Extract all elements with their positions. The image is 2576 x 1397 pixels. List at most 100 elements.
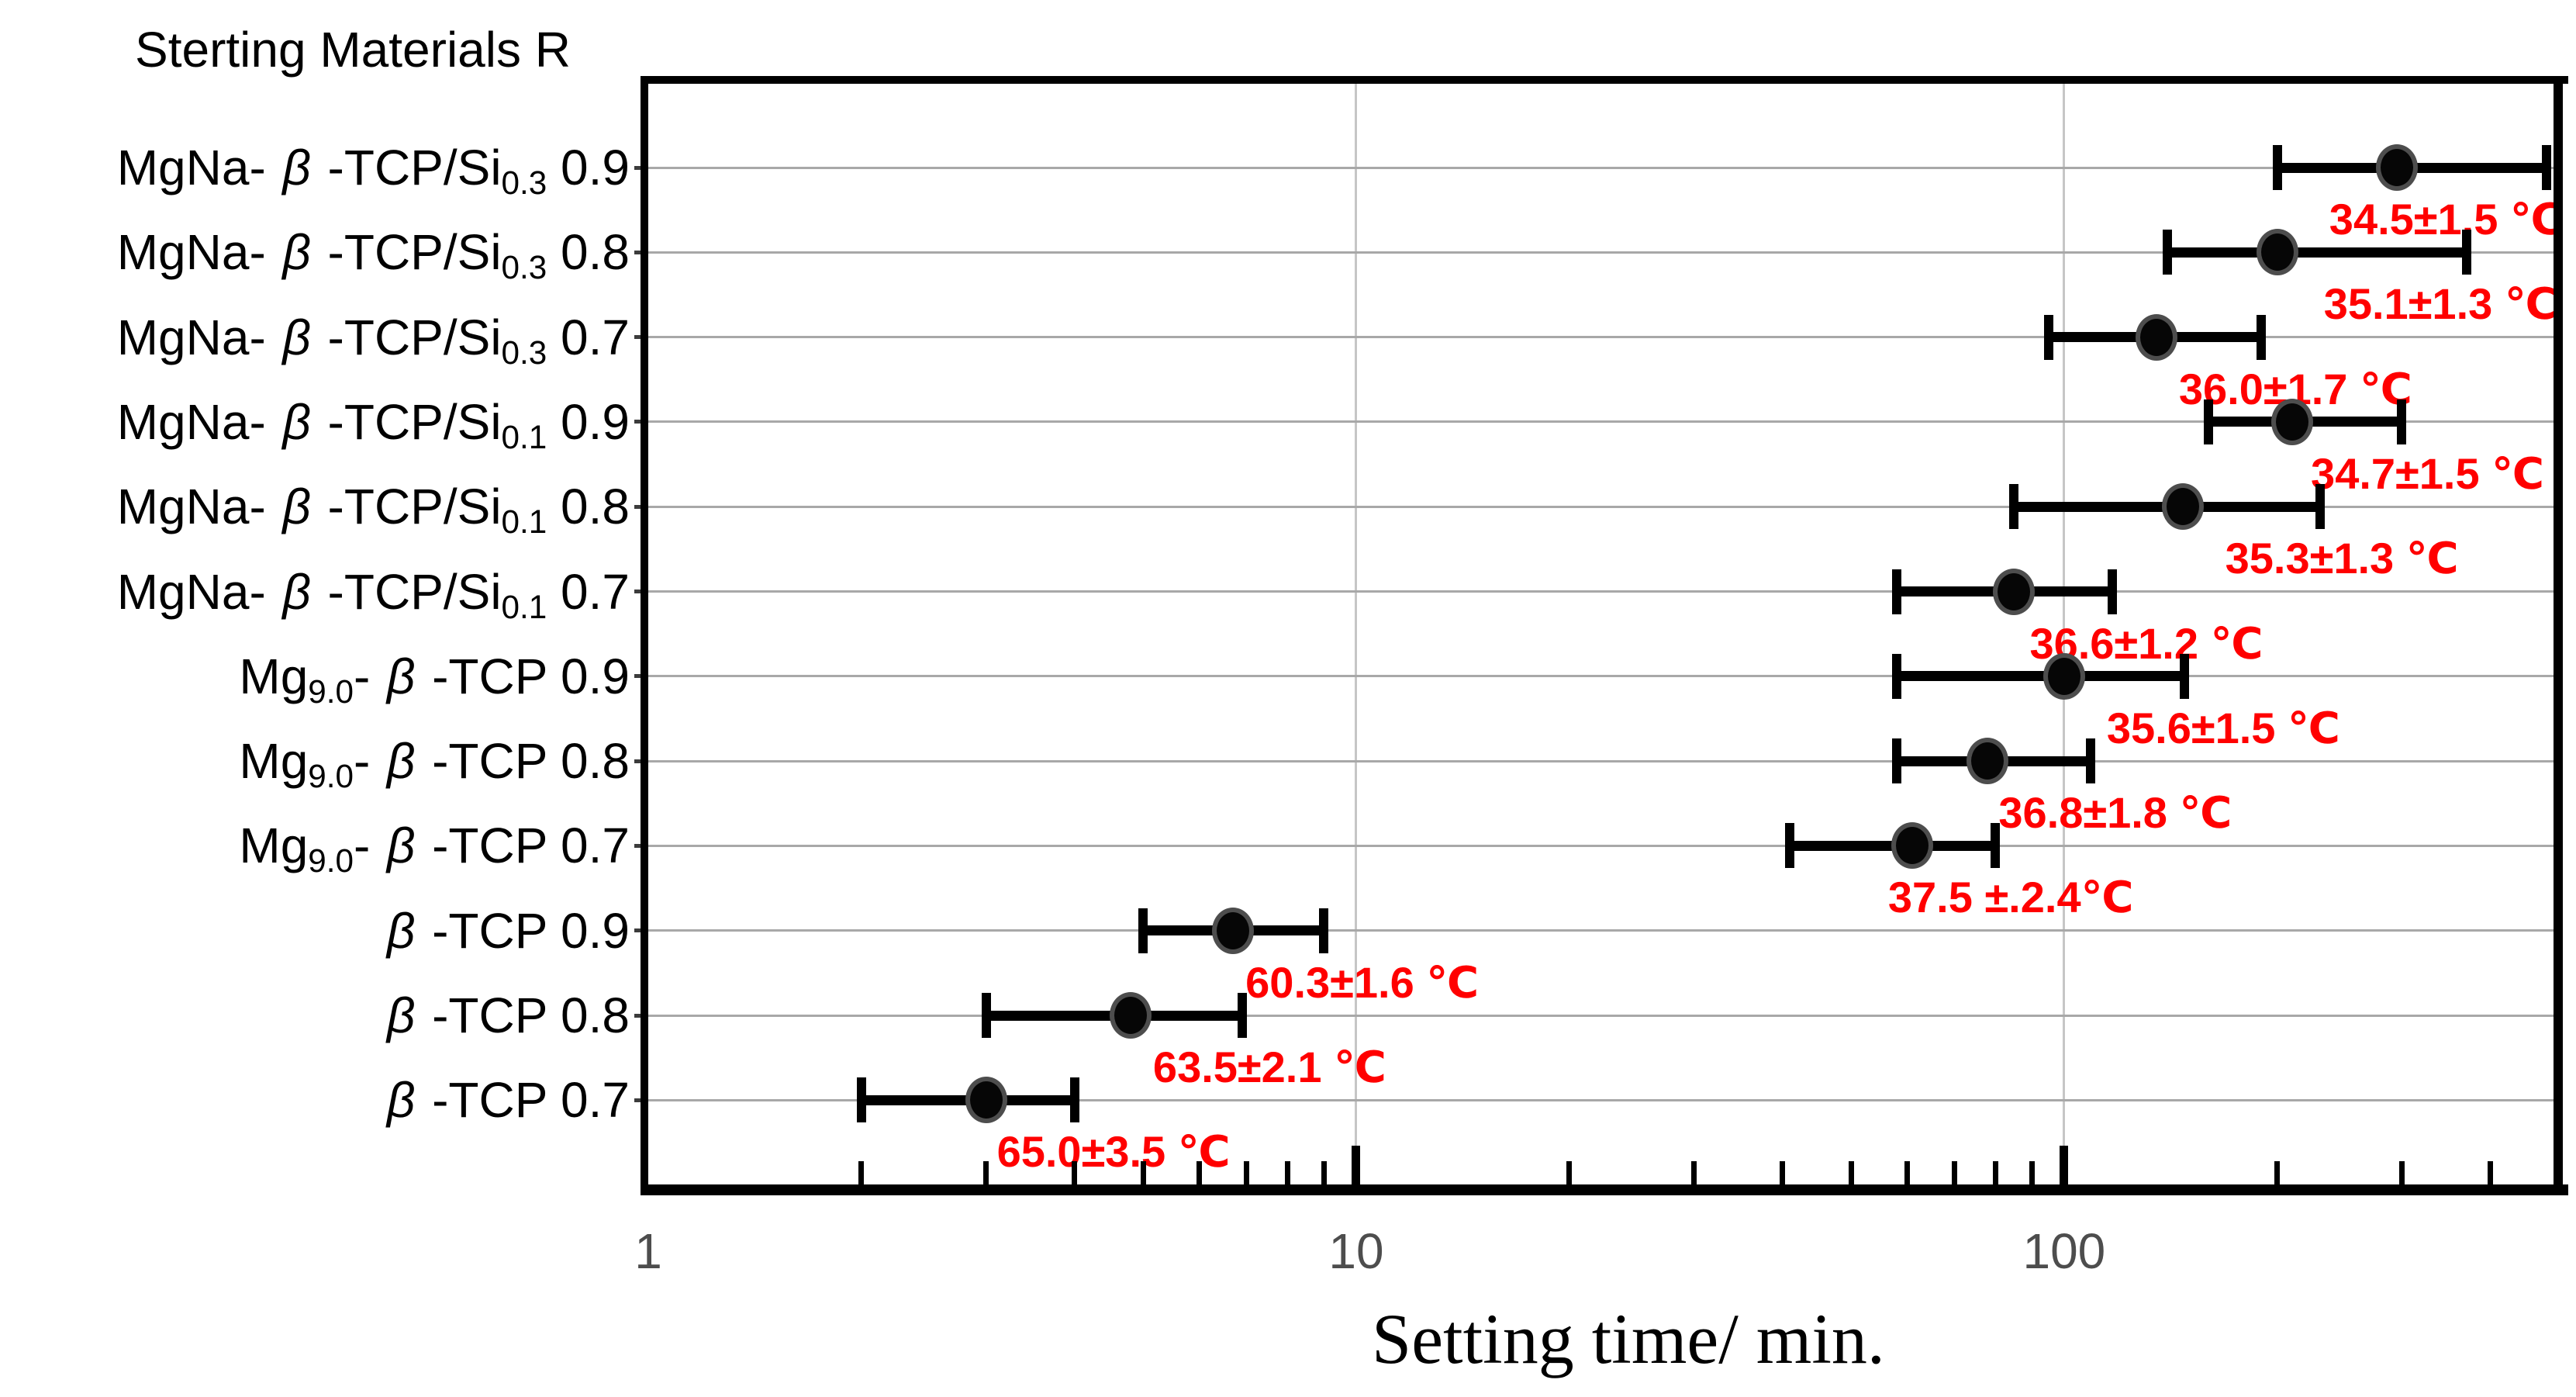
data-marker (2042, 652, 2085, 700)
x-axis-minor-tick (1848, 1161, 1854, 1184)
x-axis-minor-tick (2274, 1161, 2281, 1184)
x-axis-minor-tick (858, 1161, 865, 1184)
error-bar-cap-low (981, 993, 991, 1038)
error-bar-cap-low (2204, 399, 2214, 444)
error-bar-cap-high (2461, 230, 2471, 275)
data-marker (2256, 229, 2298, 276)
x-axis-minor-tick (1244, 1161, 1250, 1184)
y-axis-label: β -TCP 0.8 (386, 987, 630, 1043)
x-axis-major-tick (1352, 1146, 1361, 1184)
x-axis-minor-tick (1321, 1161, 1327, 1184)
temperature-annotation: 35.3±1.3 ℃ (2225, 534, 2459, 583)
x-axis-major-tick (2060, 1146, 2069, 1184)
error-bar-cap-high (2086, 738, 2096, 784)
error-bar-cap-high (2257, 314, 2267, 360)
error-bar-cap-low (1138, 908, 1148, 953)
y-axis-label: MgNa- β -TCP/Si0.1 0.7 (116, 563, 630, 625)
error-bar-cap-low (2163, 230, 2173, 275)
data-marker (2375, 144, 2418, 191)
x-axis-minor-tick (983, 1161, 989, 1184)
error-bar-cap-high (1237, 993, 1247, 1038)
error-bar-cap-low (1891, 569, 1901, 614)
gridline-horizontal (648, 420, 2559, 424)
data-marker (1212, 907, 1255, 954)
error-bar-cap-high (2315, 484, 2326, 530)
temperature-annotation: 65.0±3.5 ℃ (996, 1127, 1231, 1177)
y-axis-label: MgNa- β -TCP/Si0.1 0.9 (116, 393, 630, 455)
error-bar (1896, 671, 2185, 682)
x-axis-minor-tick (2029, 1161, 2035, 1184)
x-axis-title: Setting time/ min. (1372, 1299, 1885, 1378)
gridline-horizontal (648, 590, 2559, 593)
x-tick-label: 1 (634, 1223, 662, 1279)
temperature-annotation: 34.7±1.5 ℃ (2311, 448, 2544, 498)
error-bar-cap-high (1069, 1077, 1079, 1123)
gridline-horizontal (648, 929, 2559, 932)
temperature-annotation: 34.5±1.5 ℃ (2329, 195, 2563, 244)
gridline-horizontal (648, 1014, 2559, 1017)
gridline-horizontal (648, 251, 2559, 254)
y-axis-label: Mg9.0- β -TCP 0.9 (239, 648, 630, 710)
gridline-horizontal (648, 675, 2559, 678)
temperature-annotation: 60.3±1.6 ℃ (1245, 957, 1480, 1007)
data-marker (2271, 398, 2314, 445)
temperature-annotation: 63.5±2.1 ℃ (1152, 1043, 1386, 1091)
gridline-horizontal (648, 336, 2559, 339)
x-axis-minor-tick (1284, 1161, 1290, 1184)
temperature-annotation: 35.1±1.3 ℃ (2323, 279, 2557, 329)
x-axis-minor-tick (1951, 1161, 1957, 1184)
error-bar-cap-high (2397, 399, 2407, 444)
x-axis-minor-tick (1780, 1161, 1786, 1184)
x-axis-minor-tick (2398, 1161, 2405, 1184)
gridline-horizontal (648, 505, 2559, 508)
x-axis-minor-tick (1140, 1161, 1146, 1184)
y-axis-label: MgNa- β -TCP/Si0.1 0.8 (116, 479, 630, 540)
temperature-annotation: 36.8±1.8 ℃ (1998, 788, 2232, 838)
y-axis-label: Mg9.0- β -TCP 0.8 (239, 733, 630, 794)
data-marker (1967, 738, 2009, 785)
x-axis-minor-tick (1992, 1161, 1998, 1184)
error-bar (2167, 247, 2467, 258)
x-tick-label: 100 (2022, 1223, 2106, 1279)
data-marker (1993, 568, 2036, 615)
x-axis-minor-tick (1566, 1161, 1573, 1184)
data-marker (2135, 313, 2177, 361)
error-bar-cap-high (2108, 569, 2118, 614)
data-marker (2161, 483, 2204, 531)
y-axis-label: Mg9.0- β -TCP 0.7 (239, 818, 630, 880)
error-bar-cap-low (2272, 145, 2282, 190)
y-axis-label: MgNa- β -TCP/Si0.3 0.8 (116, 224, 630, 286)
temperature-annotation: 37.5 ±.2.4℃ (1887, 873, 2134, 922)
data-marker (1109, 992, 1152, 1039)
y-axis-column-header: Sterting Materials R (135, 22, 571, 78)
y-axis-label: β -TCP 0.7 (386, 1072, 630, 1129)
x-axis-minor-tick (1072, 1161, 1078, 1184)
error-bar-cap-low (856, 1077, 866, 1123)
error-bar-cap-low (1891, 653, 1901, 699)
plot-border-right (2554, 76, 2563, 1195)
data-marker (965, 1077, 1007, 1124)
temperature-annotation: 35.6±1.5 ℃ (2106, 703, 2340, 752)
y-axis-label: β -TCP 0.9 (386, 902, 630, 959)
x-axis-minor-tick (1691, 1161, 1697, 1184)
x-tick-label: 10 (1328, 1223, 1384, 1279)
x-axis-minor-tick (1904, 1161, 1910, 1184)
plot-border-left (641, 76, 648, 1195)
x-axis-minor-tick (1196, 1161, 1202, 1184)
y-axis-label: MgNa- β -TCP/Si0.3 0.9 (116, 140, 630, 201)
error-bar-cap-high (1991, 823, 2001, 869)
error-bar-cap-high (1319, 908, 1329, 953)
plot-border-top (641, 76, 2568, 84)
gridline-horizontal (648, 1098, 2559, 1101)
gridline-vertical (1355, 84, 1358, 1184)
error-bar-cap-low (1891, 738, 1901, 784)
error-bar-cap-high (2180, 653, 2190, 699)
gridline-vertical (2063, 84, 2066, 1184)
error-bar-cap-low (2043, 314, 2053, 360)
gridline-horizontal (648, 166, 2559, 169)
data-marker (1891, 822, 1933, 870)
y-axis-label: MgNa- β -TCP/Si0.3 0.7 (116, 309, 630, 371)
error-bar-cap-low (2009, 484, 2019, 530)
error-bar-cap-high (2541, 145, 2551, 190)
